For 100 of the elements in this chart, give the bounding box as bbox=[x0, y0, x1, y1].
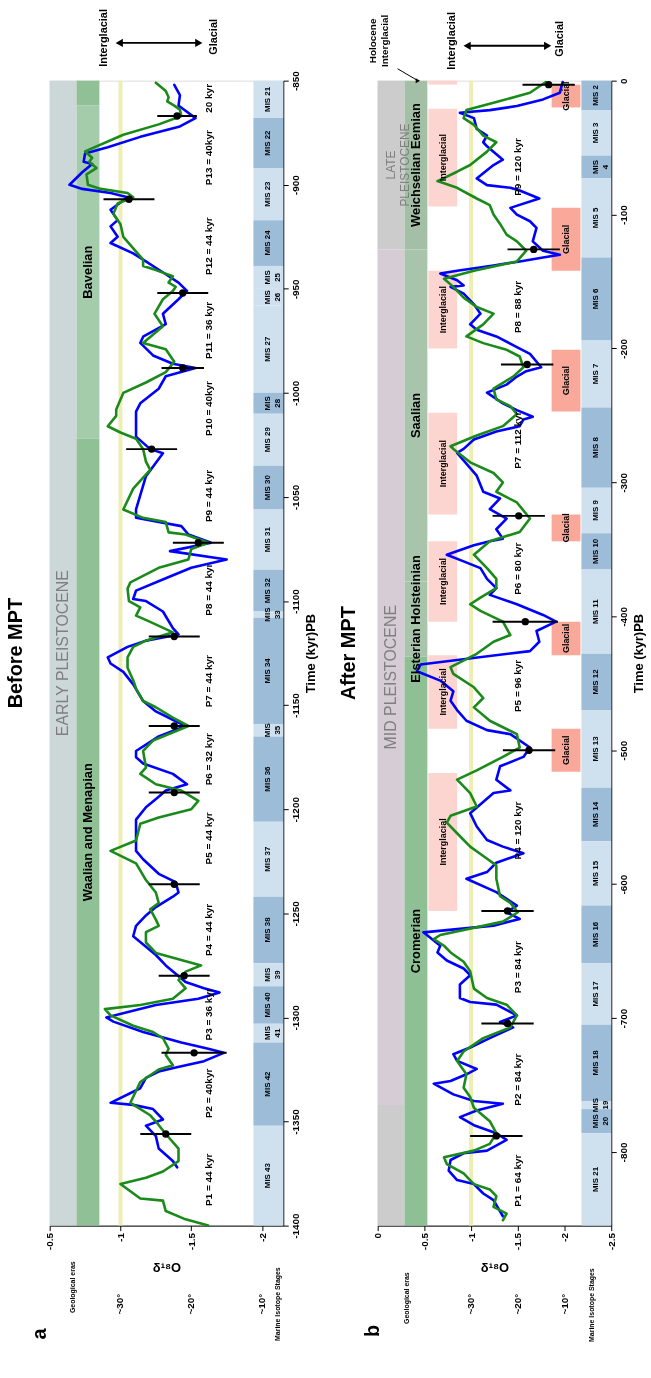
point bbox=[170, 880, 178, 888]
x2-tick-label: ~20° bbox=[511, 1293, 523, 1315]
y-tick-label: -400 bbox=[617, 606, 629, 627]
x-tick-label: -2 bbox=[256, 1232, 268, 1242]
band-label: Glacial bbox=[561, 623, 571, 654]
y-axis-title: Time (kyr)PB bbox=[630, 613, 646, 694]
annotation: P3 = 36 kyr bbox=[202, 988, 214, 1041]
y-tick-label: -850 bbox=[289, 70, 301, 92]
band-label: Interglacial bbox=[437, 557, 448, 606]
band-label: MIS 34 bbox=[263, 657, 273, 684]
band-label: Glacial bbox=[561, 224, 571, 254]
band-label: MIS 12 bbox=[591, 668, 601, 695]
point bbox=[523, 360, 531, 369]
annotation: P10 = 40kyr bbox=[202, 380, 214, 436]
point bbox=[179, 289, 187, 297]
point bbox=[173, 112, 181, 120]
point bbox=[179, 364, 187, 372]
band-label: Glacial bbox=[561, 365, 571, 396]
band-label: MIS 15 bbox=[591, 860, 601, 886]
point bbox=[530, 245, 538, 254]
text: b bbox=[360, 1324, 383, 1338]
y-tick-label: -200 bbox=[617, 338, 629, 359]
band-label: MIS 11 bbox=[591, 598, 601, 624]
band-label: MIS 41 bbox=[263, 1025, 283, 1041]
band-label: Bavelian bbox=[79, 245, 95, 299]
band-label: MIS 4 bbox=[591, 159, 611, 175]
x-tick-label: -2.5 bbox=[605, 1232, 617, 1251]
band-label: MIS 23 bbox=[263, 180, 273, 207]
point bbox=[492, 1132, 501, 1140]
x-axis-title: δ¹⁸O bbox=[480, 1259, 510, 1275]
band-label: MIS 21 bbox=[591, 1166, 601, 1192]
band-label: MIS 7 bbox=[591, 362, 601, 385]
band-label: MIS 13 bbox=[591, 735, 601, 762]
y-tick-label: -1000 bbox=[289, 380, 301, 407]
y-tick-label: -1400 bbox=[289, 1212, 301, 1239]
point bbox=[544, 80, 553, 89]
text: a bbox=[27, 1327, 50, 1340]
band-label: MIS 14 bbox=[591, 801, 601, 828]
point bbox=[521, 617, 529, 626]
band-label: MIS 20 bbox=[591, 1114, 611, 1129]
point bbox=[515, 512, 523, 520]
annotation: P9 = 120 kyr bbox=[511, 138, 523, 196]
band-label: Waalian and Menapian bbox=[79, 763, 95, 902]
band-label: Interglacial bbox=[437, 286, 448, 334]
point bbox=[194, 539, 203, 547]
band-label: MIS 10 bbox=[591, 538, 601, 564]
band-label: MIS 26 bbox=[263, 290, 283, 305]
annotation: P1 = 64 kyr bbox=[511, 1154, 523, 1207]
y-tick-label: -800 bbox=[617, 1142, 629, 1163]
text: After MPT bbox=[336, 606, 359, 701]
y-tick-label: -600 bbox=[617, 874, 629, 895]
x2-tick-label: ~30° bbox=[114, 1293, 126, 1315]
band-label: MIS 37 bbox=[263, 846, 273, 872]
band-label: MIS 33 bbox=[263, 607, 283, 622]
annotation: P4 = 120 kyr bbox=[511, 801, 523, 860]
y-tick-label: -950 bbox=[289, 278, 301, 300]
x-tick-label: -1.5 bbox=[512, 1232, 524, 1251]
y-tick-label: -1250 bbox=[289, 900, 301, 927]
x-tick-label: -1.5 bbox=[185, 1232, 197, 1251]
band-label: MIS 3 bbox=[591, 121, 601, 144]
band-label: Cromerian bbox=[407, 908, 423, 974]
y-tick-label: -900 bbox=[289, 174, 301, 196]
y-tick-label: 0 bbox=[617, 77, 629, 84]
band-label: LATE PLEISTOCENE bbox=[384, 123, 412, 207]
point bbox=[162, 1130, 170, 1138]
annotation: P12 = 44 kyr bbox=[202, 217, 214, 275]
x-tick-label: -0.5 bbox=[418, 1232, 430, 1251]
annotation: P3 = 84 kyr bbox=[511, 940, 523, 994]
point bbox=[525, 746, 533, 754]
y-tick-label: -300 bbox=[617, 472, 629, 493]
annotation: P6 = 32 kyr bbox=[202, 733, 214, 786]
annotation: P8 = 44 kyr bbox=[202, 563, 214, 616]
point bbox=[503, 1019, 512, 1028]
band-label: MIS 30 bbox=[263, 474, 273, 501]
band-label: MIS 42 bbox=[263, 1070, 273, 1097]
x-tick-label: -1 bbox=[114, 1232, 126, 1242]
x-tick-label: -1 bbox=[465, 1232, 477, 1242]
band-label: MIS 6 bbox=[591, 287, 601, 310]
x-tick-label: -2 bbox=[559, 1232, 571, 1242]
annotation: P2 = 84 kyr bbox=[511, 1053, 523, 1106]
band-label: MIS 39 bbox=[263, 967, 283, 982]
text: Before MPT bbox=[3, 597, 26, 709]
y-tick-label: -1050 bbox=[289, 484, 301, 511]
band-label: MIS 29 bbox=[263, 426, 273, 453]
band-label: MIS 24 bbox=[263, 229, 273, 256]
band-label: MID PLEISTOCENE bbox=[382, 604, 400, 750]
annotation: P2 = 40kyr bbox=[202, 1068, 214, 1119]
point bbox=[125, 195, 133, 203]
band-label: MIS 27 bbox=[263, 336, 273, 362]
point bbox=[190, 1049, 198, 1057]
band-label: MIS 8 bbox=[591, 436, 601, 458]
annotation: Holocene Interglacial bbox=[366, 14, 390, 68]
band-label: Glacial bbox=[561, 513, 571, 543]
annotation: P1 = 44 kyr bbox=[202, 1153, 214, 1206]
x-axis-title: δ¹⁸O bbox=[152, 1259, 182, 1275]
band-label: MIS 43 bbox=[263, 1162, 273, 1189]
point bbox=[170, 788, 178, 797]
y-tick-label: -1200 bbox=[289, 796, 301, 823]
band-label: MIS 19 bbox=[591, 1098, 611, 1113]
x2-tick-label: ~10° bbox=[558, 1293, 570, 1315]
